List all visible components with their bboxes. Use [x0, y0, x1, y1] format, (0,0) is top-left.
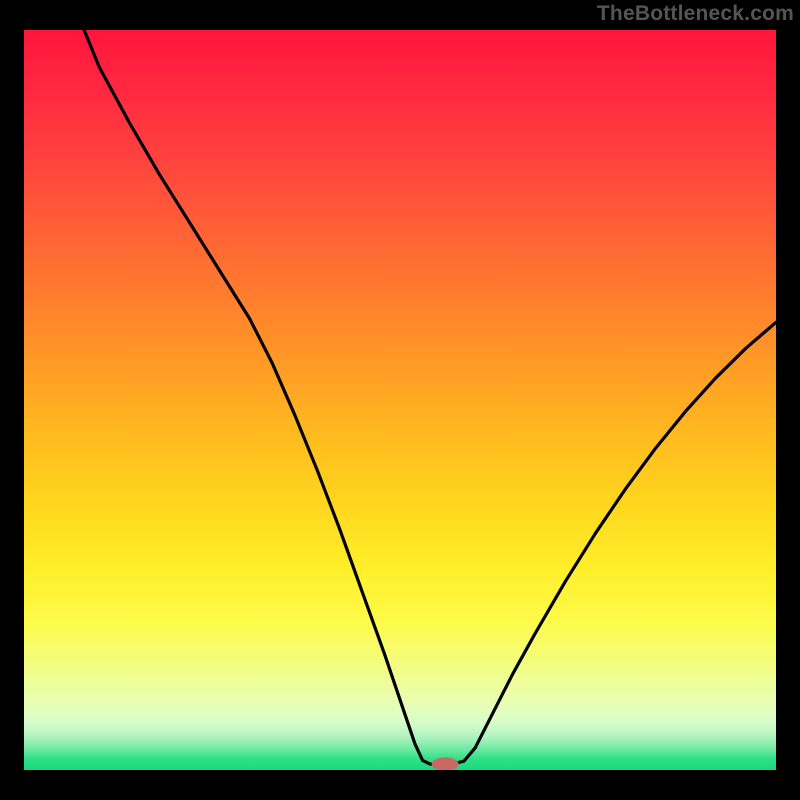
chart-frame: TheBottleneck.com [0, 0, 800, 800]
watermark-text: TheBottleneck.com [597, 2, 794, 26]
plot-area [24, 30, 776, 770]
chart-svg [24, 30, 776, 770]
chart-background [24, 30, 776, 770]
